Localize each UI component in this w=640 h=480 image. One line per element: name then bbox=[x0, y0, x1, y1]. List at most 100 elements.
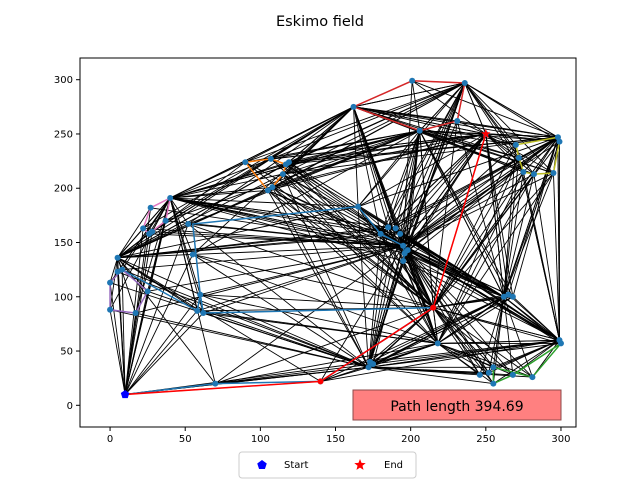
node-point-21 bbox=[264, 187, 271, 194]
graph-edge-260 bbox=[200, 294, 434, 309]
graph-edge-71 bbox=[437, 171, 524, 344]
graph-edge-172 bbox=[282, 82, 465, 175]
graph-edge-43 bbox=[203, 312, 438, 344]
graph-edge-315 bbox=[192, 245, 404, 255]
graph-edge-244 bbox=[457, 120, 559, 138]
graph-edge-448 bbox=[117, 257, 137, 314]
node-point-42 bbox=[416, 127, 423, 134]
graph-edge-445 bbox=[109, 257, 119, 310]
graph-edge-305 bbox=[122, 245, 404, 271]
graph-edge-464 bbox=[117, 158, 272, 259]
graph-edge-215 bbox=[503, 296, 560, 341]
node-point-28 bbox=[350, 103, 357, 110]
shortest-path-line bbox=[125, 133, 487, 396]
graph-edge-343 bbox=[402, 245, 439, 344]
node-point-55 bbox=[512, 141, 519, 148]
graph-edge-474 bbox=[117, 233, 401, 259]
node-point-18 bbox=[200, 310, 207, 317]
node-point-64 bbox=[557, 340, 564, 347]
graph-edge-429 bbox=[170, 173, 284, 199]
graph-edge-403 bbox=[368, 366, 533, 378]
y-tick-label-1: 50 bbox=[60, 347, 73, 358]
graph-edge-51 bbox=[369, 342, 438, 363]
node-point-57 bbox=[520, 168, 527, 175]
graph-edge-478 bbox=[192, 130, 420, 255]
graph-edge-503 bbox=[419, 130, 516, 146]
graph-edge-302 bbox=[433, 307, 560, 341]
y-tick-label-6: 300 bbox=[54, 75, 73, 86]
graph-edge-352 bbox=[402, 245, 514, 298]
node-point-8 bbox=[147, 204, 154, 211]
annotation-box bbox=[352, 389, 562, 421]
graph-edge-487 bbox=[357, 130, 421, 207]
graph-edge-443 bbox=[117, 257, 126, 395]
graph-edge-258 bbox=[192, 253, 434, 309]
graph-edge-40 bbox=[192, 254, 438, 344]
graph-edge-30 bbox=[503, 157, 520, 297]
graph-edge-255 bbox=[557, 137, 560, 341]
graph-edge-507 bbox=[419, 130, 554, 174]
graph-edge-432 bbox=[169, 106, 354, 199]
node-point-24 bbox=[279, 171, 286, 178]
graph-edge-401 bbox=[368, 296, 514, 368]
graph-edge-376 bbox=[203, 312, 369, 368]
start-marker bbox=[120, 389, 130, 399]
graph-edge-303 bbox=[433, 307, 562, 344]
y-tick-label-3: 150 bbox=[54, 238, 73, 249]
graph-edge-427 bbox=[170, 158, 272, 199]
graph-edge-286 bbox=[432, 307, 481, 376]
node-point-39 bbox=[400, 257, 407, 264]
node-point-16 bbox=[194, 307, 201, 314]
graph-edge-179 bbox=[395, 82, 466, 229]
graph-edge-488 bbox=[380, 130, 421, 234]
node-point-56 bbox=[515, 154, 522, 161]
graph-edge-247 bbox=[507, 137, 559, 295]
graph-edge-284 bbox=[432, 307, 439, 344]
graph-edge-15 bbox=[404, 252, 505, 298]
graph-edge-171 bbox=[272, 82, 465, 188]
graph-edge-301 bbox=[432, 141, 560, 308]
graph-edge-294 bbox=[432, 144, 517, 308]
graph-edge-180 bbox=[399, 82, 466, 234]
graph-edge-393 bbox=[368, 307, 434, 368]
graph-edge-388 bbox=[368, 233, 401, 368]
graph-edge-224 bbox=[553, 173, 560, 341]
graph-edge-475 bbox=[170, 130, 420, 199]
node-point-51 bbox=[500, 293, 507, 300]
graph-edge-412 bbox=[135, 197, 171, 314]
graph-edge-273 bbox=[369, 307, 434, 363]
graph-edge-42 bbox=[200, 294, 438, 344]
graph-edges bbox=[109, 80, 562, 395]
graph-edge-325 bbox=[285, 163, 404, 247]
graph-edge-476 bbox=[165, 130, 420, 222]
graph-edge-45 bbox=[267, 190, 439, 344]
path-length-annotation: Path length 394.69 bbox=[352, 389, 562, 421]
node-point-26 bbox=[285, 159, 292, 166]
graph-edge-170 bbox=[270, 82, 465, 160]
graph-edge-175 bbox=[353, 82, 465, 108]
graph-edge-168 bbox=[245, 82, 465, 163]
graph-edge-465 bbox=[117, 186, 273, 259]
graph-edge-355 bbox=[402, 157, 520, 247]
node-point-11 bbox=[149, 228, 156, 235]
graph-edge-73 bbox=[437, 173, 535, 344]
graph-edge-25 bbox=[492, 296, 505, 368]
graph-edge-295 bbox=[432, 157, 520, 308]
graph-edge-506 bbox=[419, 130, 535, 175]
node-point-40 bbox=[404, 247, 411, 254]
node-point-15 bbox=[189, 251, 196, 258]
graph-edge-444 bbox=[109, 257, 119, 283]
graph-edge-123 bbox=[124, 254, 194, 395]
graph-edge-142 bbox=[270, 106, 354, 160]
node-point-7 bbox=[144, 288, 151, 295]
graph-edge-307 bbox=[147, 245, 404, 292]
graph-edge-149 bbox=[353, 106, 389, 228]
graph-edge-417 bbox=[151, 197, 171, 232]
graph-edge-8 bbox=[369, 296, 505, 363]
graph-edge-364 bbox=[402, 133, 487, 247]
node-point-35 bbox=[392, 225, 399, 232]
y-tick-label-4: 200 bbox=[54, 184, 73, 195]
graph-edge-368 bbox=[117, 271, 369, 368]
graph-edge-449 bbox=[117, 257, 148, 292]
